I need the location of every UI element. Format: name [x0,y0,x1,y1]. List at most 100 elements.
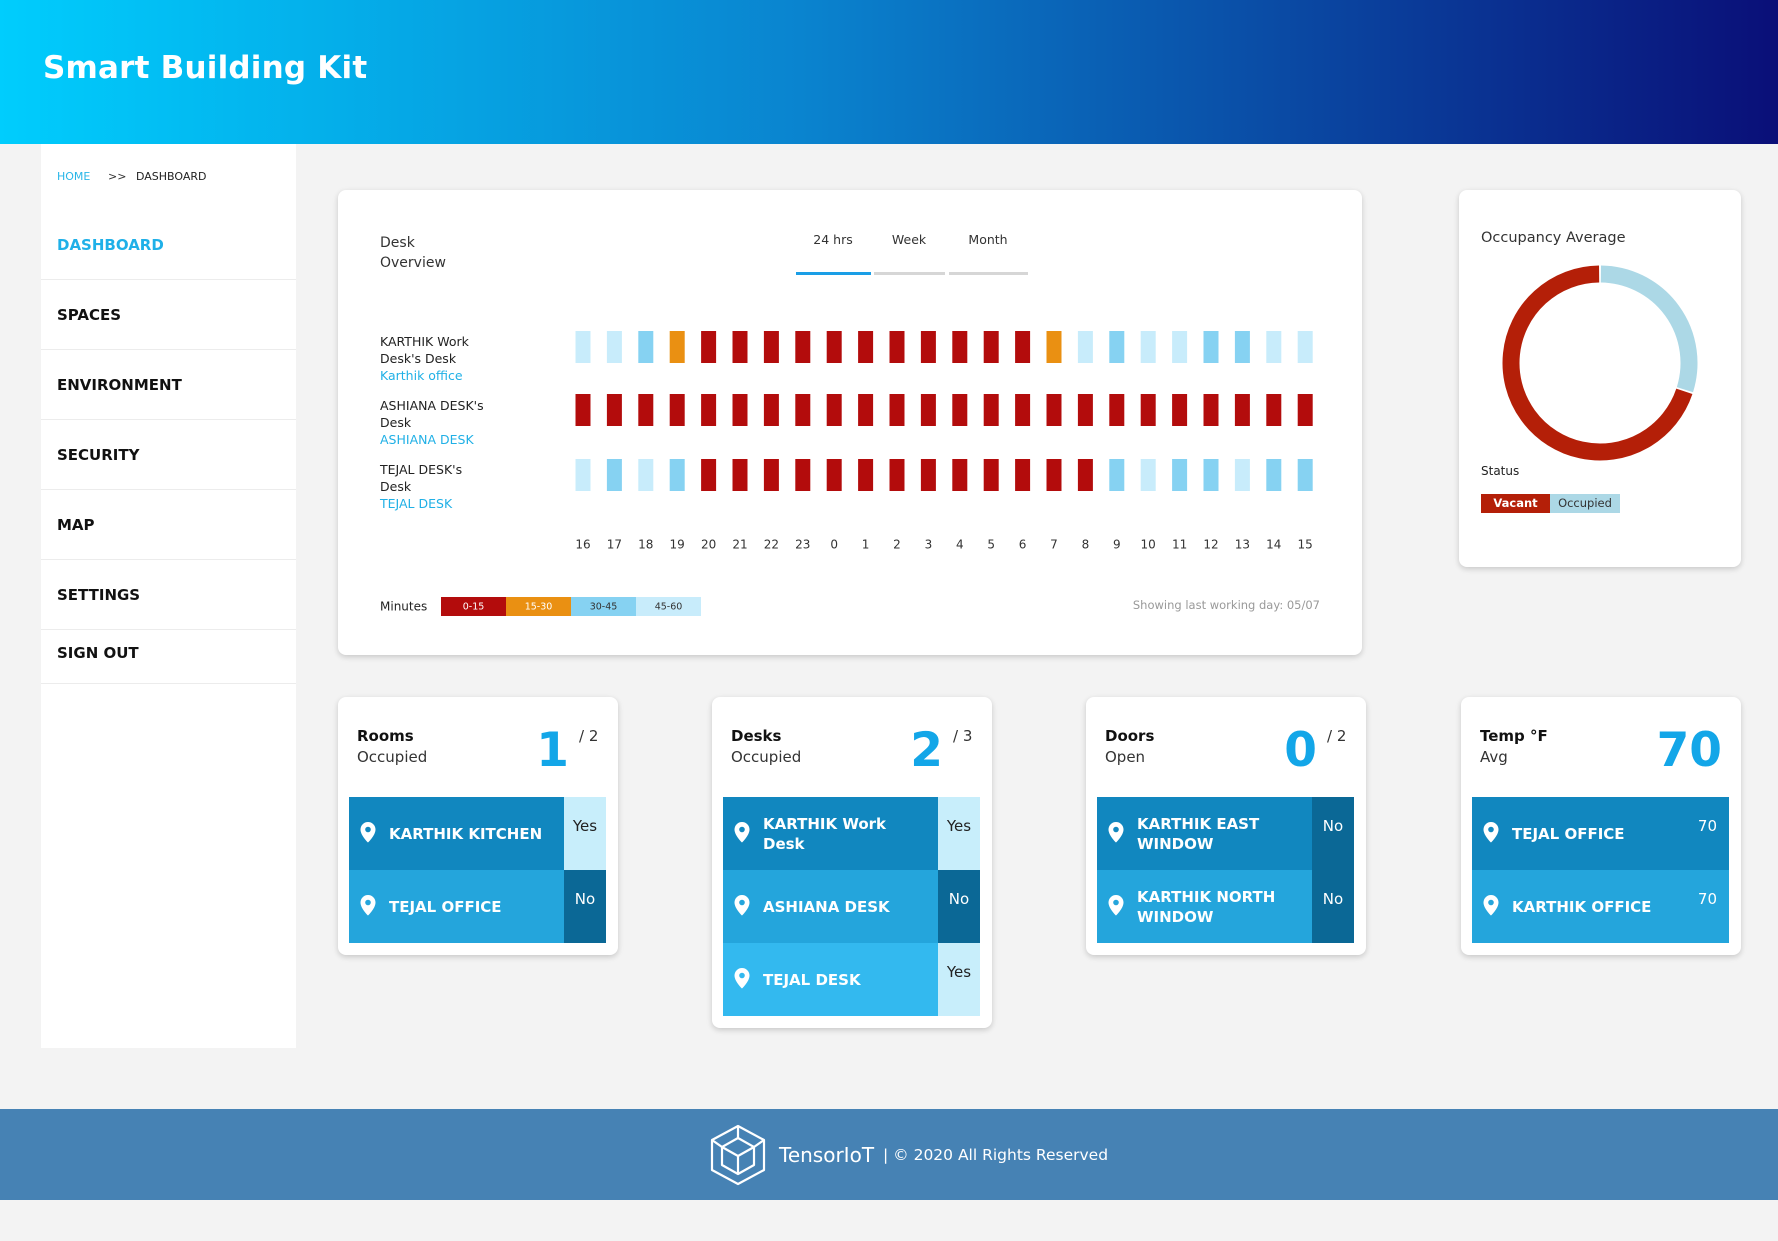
pin-icon [1108,822,1124,843]
heat-cell [920,331,936,363]
card-title: Temp °F [1480,727,1548,745]
list-row[interactable]: TEJAL OFFICE No [349,870,606,943]
heat-cell [732,459,748,491]
pin-hole [739,826,745,833]
hour-label: 4 [956,538,964,552]
desk-location[interactable]: TEJAL DESK [380,496,453,511]
nav-item[interactable]: SECURITY [41,420,296,490]
heat-cell [1140,331,1156,363]
heat-cell [889,459,905,491]
tab-underline [948,272,1028,275]
nav-item[interactable]: MAP [41,490,296,560]
list-status: No [938,870,980,943]
hour-label: 13 [1235,538,1250,552]
card-title: Desks [731,727,782,745]
tab[interactable]: Week [891,232,927,247]
list-row[interactable]: TEJAL DESK Yes [723,943,980,1016]
occupancy-panel: Occupancy Average Status Vacant Occupied [1459,190,1741,567]
heat-cell [1140,394,1156,426]
heat-cell [1234,331,1250,363]
list-row[interactable]: ASHIANA DESK No [723,870,980,943]
breadcrumb-home[interactable]: HOME [57,170,91,183]
list-label: KARTHIK EAST WINDOW [1137,814,1260,853]
pin-hole [739,899,745,906]
list-row[interactable]: KARTHIK Work Desk Yes [723,797,980,870]
pin-icon [360,895,376,916]
heat-cell [952,394,968,426]
list-row[interactable]: KARTHIK EAST WINDOW No [1097,797,1354,870]
card-value: 70 [1656,723,1722,778]
heat-cell [1266,394,1282,426]
hour-label: 8 [1082,538,1090,552]
desk-name: TEJAL DESK's Desk [380,462,463,494]
heat-cell [701,394,717,426]
list-label: KARTHIK Work Desk [763,814,887,853]
list-row[interactable]: KARTHIK OFFICE 70 [1472,870,1729,943]
desk-location[interactable]: ASHIANA DESK [380,432,474,447]
legend-swatch [441,597,506,616]
pin-hole [739,972,745,979]
pin-hole [1113,826,1119,833]
card-title: Rooms [357,727,414,745]
panel-title: Desk Overview [380,235,446,271]
hour-label: 7 [1050,538,1058,552]
desk-location[interactable]: Karthik office [380,368,463,383]
heat-cell [1077,459,1093,491]
card-title: Doors [1105,727,1155,745]
list-label: KARTHIK KITCHEN [389,824,543,843]
heat-cell [1203,394,1219,426]
heat-cell [701,331,717,363]
nav-item[interactable]: DASHBOARD [41,210,296,280]
heat-cell [669,331,685,363]
app-title: Smart Building Kit [43,50,368,86]
list-label: TEJAL OFFICE [389,897,502,916]
tab[interactable]: 24 hrs [813,232,853,247]
nav-item[interactable]: SETTINGS [41,560,296,630]
pin-icon [1483,822,1499,843]
heat-cell [1266,331,1282,363]
panel-title: Occupancy Average [1481,230,1626,246]
heat-cell [1077,394,1093,426]
heat-cell [1015,459,1031,491]
heat-cell [1109,331,1125,363]
donut-segment [1600,265,1698,393]
legend-label: 15-30 [525,602,553,613]
heat-cell [575,394,591,426]
desk-label: ASHIANA DESK's Desk ASHIANA DESK [380,397,488,448]
list-row[interactable]: KARTHIK KITCHEN Yes [349,797,606,870]
card-total: / 3 [953,727,973,745]
breadcrumb-current: DASHBOARD [136,170,207,183]
heat-cell [732,394,748,426]
heat-cell [983,459,999,491]
list-status: Yes [938,797,980,870]
summary-card: Temp °F Avg 70 TEJAL OFFICE 70 KARTHIK OFFICE… [1461,697,1741,955]
pin-hole [1488,899,1494,906]
tab[interactable]: Month [968,232,1008,247]
list-label: ASHIANA DESK [763,897,890,916]
legend-title: Status [1481,464,1520,478]
nav-item[interactable]: SIGN OUT [41,622,296,684]
heat-cell [1297,394,1313,426]
list-status: No [1312,797,1354,870]
heat-cell [826,331,842,363]
heat-cell [858,459,874,491]
brand-name: TensorIoT [779,1143,875,1167]
legend-swatch [506,597,571,616]
hour-label: 17 [607,538,622,552]
hour-label: 5 [987,538,995,552]
list-row[interactable]: KARTHIK NORTH WINDOW No [1097,870,1354,943]
list-row[interactable]: TEJAL OFFICE 70 [1472,797,1729,870]
sidebar [41,144,296,1048]
hour-label: 2 [893,538,901,552]
nav-item[interactable]: SPACES [41,280,296,350]
heat-cell [889,394,905,426]
pin-icon [734,822,750,843]
heat-cell [1077,331,1093,363]
heat-cell [669,394,685,426]
hour-label: 15 [1298,538,1313,552]
nav-item[interactable]: ENVIRONMENT [41,350,296,420]
hour-label: 6 [1019,538,1027,552]
heat-cell [1266,459,1282,491]
